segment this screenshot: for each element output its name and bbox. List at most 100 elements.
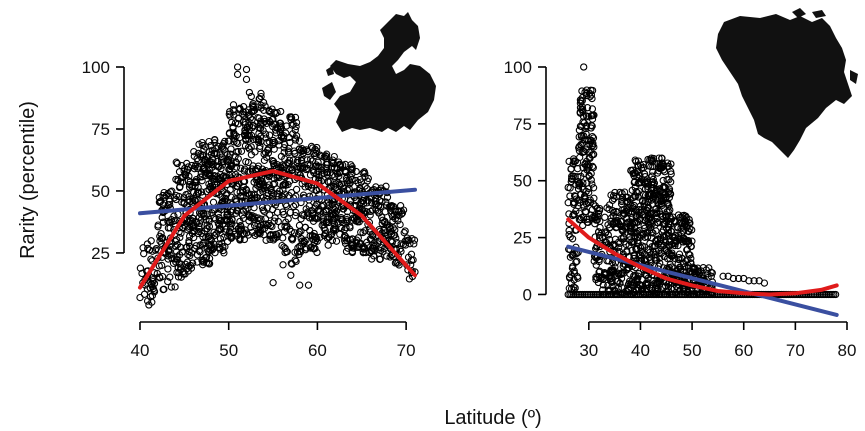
data-point [679,259,688,267]
data-point [347,161,355,169]
data-point [642,279,650,287]
data-point [237,147,246,155]
data-point [368,247,376,255]
data-point [282,181,290,189]
data-point [136,264,145,272]
data-point [173,256,182,264]
data-point [566,253,575,261]
data-point [270,234,278,242]
data-point [588,94,596,103]
data-point [671,234,679,242]
data-point [320,224,328,232]
data-point [590,194,598,202]
chart-panel-1: 25 50 75 100 40 50 60 70 [82,58,419,360]
data-point [307,206,316,215]
y-tick-label: 100 [82,58,110,77]
europe-map-icon [322,12,436,132]
data-point [332,225,340,234]
data-point [405,236,413,244]
data-point [164,277,172,286]
data-point [654,199,662,207]
data-point [211,135,219,144]
data-point [264,149,273,157]
data-point [195,213,203,221]
data-point [575,144,583,152]
data-point [589,139,597,148]
data-point [403,234,411,242]
data-point [340,226,349,234]
data-point [256,180,264,188]
data-point [627,238,635,247]
data-point [191,162,199,171]
data-point [185,172,193,180]
data-point [201,254,209,262]
data-point [750,277,758,285]
data-point [575,179,583,188]
linear-fit-line [566,244,839,317]
data-point [565,231,573,239]
data-point [592,273,600,281]
data-point [247,143,255,151]
data-point [653,209,661,218]
data-point [364,174,372,183]
data-point [236,105,244,114]
data-point [386,253,394,261]
data-point [580,203,588,211]
data-point [247,92,255,101]
data-point [662,246,670,254]
data-point [388,201,396,210]
data-point [210,149,218,157]
data-point [165,197,174,205]
data-point [331,209,339,217]
data-point [219,220,227,228]
data-point [648,200,657,208]
data-point [261,149,270,157]
data-point [164,224,173,232]
data-point [197,188,206,196]
data-point [582,187,590,196]
data-point [247,214,255,222]
data-point [648,184,656,192]
data-point [606,268,614,276]
data-point [683,246,691,254]
data-point [592,216,600,224]
data-point [685,239,693,248]
data-point [199,191,207,199]
data-point [656,254,664,262]
data-point [233,70,242,79]
data-point [199,165,208,173]
data-point [565,226,573,235]
data-point [255,94,264,103]
data-point [379,216,387,224]
y-tick-label: 100 [504,58,532,77]
data-point [633,276,641,284]
data-point [639,229,647,238]
data-point [173,241,182,249]
data-point [628,246,636,255]
data-point [274,124,282,133]
data-point [217,143,226,151]
data-point [190,233,198,242]
data-point [164,265,172,273]
data-point [179,270,187,278]
data-point [582,207,590,216]
data-point [657,195,666,203]
data-point [236,222,245,230]
data-point [570,276,578,284]
data-point [269,231,277,239]
data-point [254,103,262,111]
data-point [640,200,648,208]
data-point [288,166,297,174]
data-point [577,97,585,105]
data-point [259,98,268,107]
data-point [210,228,218,236]
data-point [171,283,179,291]
data-point [647,216,656,225]
data-point [610,218,618,226]
data-point [250,191,259,199]
data-point [313,248,321,257]
data-point [322,207,331,216]
data-point [577,190,585,199]
data-point [315,163,323,171]
data-point [268,205,277,214]
